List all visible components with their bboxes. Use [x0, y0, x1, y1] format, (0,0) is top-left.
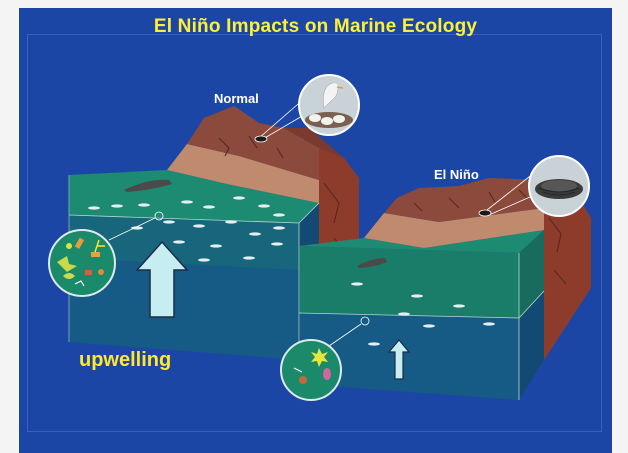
normal-plankton-magnifier — [48, 229, 116, 297]
normal-seal — [124, 179, 172, 192]
normal-surface-water — [69, 170, 319, 223]
el-nino-label: El Niño — [434, 167, 479, 182]
el-nino-surface-water — [299, 246, 519, 318]
el-nino-upwelling-arrow — [387, 339, 411, 380]
normal-beach — [167, 144, 319, 203]
slide-title: El Niño Impacts on Marine Ecology — [153, 16, 478, 37]
el-nino-nest-magnifier — [478, 155, 590, 217]
el-nino-seal — [357, 258, 387, 268]
el-nino-fish — [351, 282, 495, 346]
normal-upwelling-arrow — [135, 240, 189, 318]
normal-label: Normal — [214, 91, 259, 106]
el-nino-cliff — [384, 178, 544, 222]
el-nino-ocean-block — [298, 178, 591, 400]
el-nino-plankton-magnifier — [280, 339, 342, 401]
normal-nest-magnifier — [254, 74, 360, 143]
upwelling-label: upwelling — [79, 349, 171, 371]
normal-fish-school — [88, 196, 285, 262]
slide: El Niño Impacts on Marine Ecology — [19, 8, 612, 453]
normal-deep-water — [69, 215, 299, 360]
el-nino-deep-water — [299, 313, 519, 400]
diagram: upwelling Normal — [48, 74, 591, 401]
slide-frame — [27, 34, 602, 432]
